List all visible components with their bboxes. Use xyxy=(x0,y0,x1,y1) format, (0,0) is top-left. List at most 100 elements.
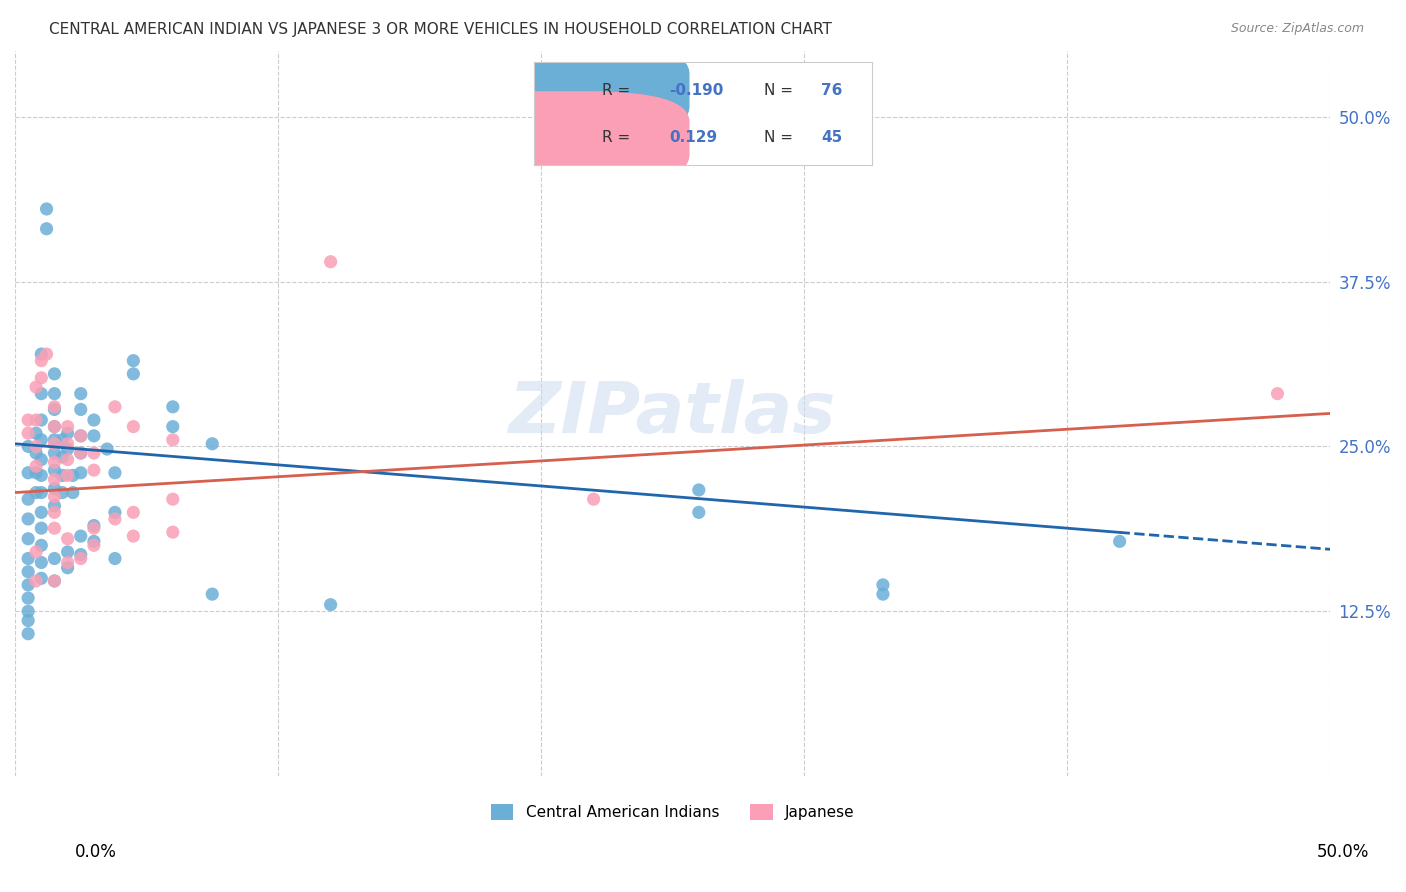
Point xyxy=(69,446,91,460)
Point xyxy=(69,386,91,401)
Point xyxy=(44,402,66,417)
Point xyxy=(25,485,48,500)
Point xyxy=(688,505,710,519)
Point xyxy=(30,556,52,570)
Point xyxy=(162,433,184,447)
Point xyxy=(122,529,145,543)
Point xyxy=(162,492,184,507)
Text: -0.190: -0.190 xyxy=(669,83,724,97)
Text: ZIPatlas: ZIPatlas xyxy=(509,379,837,448)
Point xyxy=(30,468,52,483)
Point xyxy=(83,429,105,443)
Point xyxy=(56,452,79,467)
Point xyxy=(44,436,66,450)
Point xyxy=(56,468,79,483)
Point xyxy=(17,626,39,640)
Point xyxy=(30,521,52,535)
Point xyxy=(30,571,52,585)
Point xyxy=(104,400,127,414)
Point xyxy=(83,521,105,535)
Point xyxy=(51,485,73,500)
Point xyxy=(69,529,91,543)
Point xyxy=(30,433,52,447)
Point xyxy=(872,587,894,601)
Point xyxy=(96,442,118,456)
Point xyxy=(35,221,58,235)
Point xyxy=(122,505,145,519)
Legend: Central American Indians, Japanese: Central American Indians, Japanese xyxy=(485,798,860,827)
Text: N =: N = xyxy=(763,130,797,145)
Point xyxy=(69,429,91,443)
Text: 0.0%: 0.0% xyxy=(75,843,117,861)
Point xyxy=(69,402,91,417)
Point xyxy=(44,455,66,469)
Point xyxy=(17,604,39,618)
Point xyxy=(44,505,66,519)
Point xyxy=(83,446,105,460)
Point xyxy=(104,551,127,566)
Point xyxy=(44,446,66,460)
Point xyxy=(44,521,66,535)
Point xyxy=(35,202,58,216)
Point xyxy=(44,367,66,381)
Point xyxy=(25,380,48,394)
Text: 0.129: 0.129 xyxy=(669,130,717,145)
Point xyxy=(122,419,145,434)
Point xyxy=(688,483,710,497)
Point xyxy=(17,439,39,453)
Point xyxy=(17,551,39,566)
Point xyxy=(83,534,105,549)
Point xyxy=(30,485,52,500)
Point xyxy=(83,538,105,552)
Point xyxy=(56,426,79,441)
Point xyxy=(44,400,66,414)
Point xyxy=(69,446,91,460)
Point xyxy=(17,413,39,427)
Point xyxy=(44,551,66,566)
Point xyxy=(25,574,48,588)
Text: 50.0%: 50.0% xyxy=(1316,843,1369,861)
Point xyxy=(104,505,127,519)
Point xyxy=(30,347,52,361)
Point xyxy=(25,545,48,559)
FancyBboxPatch shape xyxy=(443,43,689,137)
Text: R =: R = xyxy=(602,130,636,145)
Point xyxy=(30,505,52,519)
Point xyxy=(25,413,48,427)
Point xyxy=(44,472,66,486)
Point xyxy=(62,468,84,483)
Point xyxy=(104,466,127,480)
Point xyxy=(69,551,91,566)
Text: 76: 76 xyxy=(821,83,842,97)
Point xyxy=(17,492,39,507)
Point xyxy=(69,548,91,562)
Point xyxy=(319,598,342,612)
Point xyxy=(35,347,58,361)
Point xyxy=(30,353,52,368)
Text: Source: ZipAtlas.com: Source: ZipAtlas.com xyxy=(1230,22,1364,36)
Point xyxy=(51,468,73,483)
Point xyxy=(1267,386,1289,401)
Point xyxy=(44,574,66,588)
Point xyxy=(104,512,127,526)
Point xyxy=(44,490,66,504)
Point xyxy=(122,367,145,381)
Text: N =: N = xyxy=(763,83,797,97)
Point xyxy=(44,386,66,401)
Point xyxy=(25,426,48,441)
Point xyxy=(56,560,79,574)
Point xyxy=(83,413,105,427)
Point xyxy=(17,565,39,579)
Point xyxy=(872,578,894,592)
Point xyxy=(17,614,39,628)
Point xyxy=(30,413,52,427)
Point xyxy=(30,452,52,467)
Point xyxy=(44,419,66,434)
Point xyxy=(56,419,79,434)
Point xyxy=(30,371,52,385)
Point xyxy=(83,463,105,477)
Point xyxy=(56,545,79,559)
Point xyxy=(17,591,39,606)
Point xyxy=(44,463,66,477)
Point xyxy=(44,499,66,513)
